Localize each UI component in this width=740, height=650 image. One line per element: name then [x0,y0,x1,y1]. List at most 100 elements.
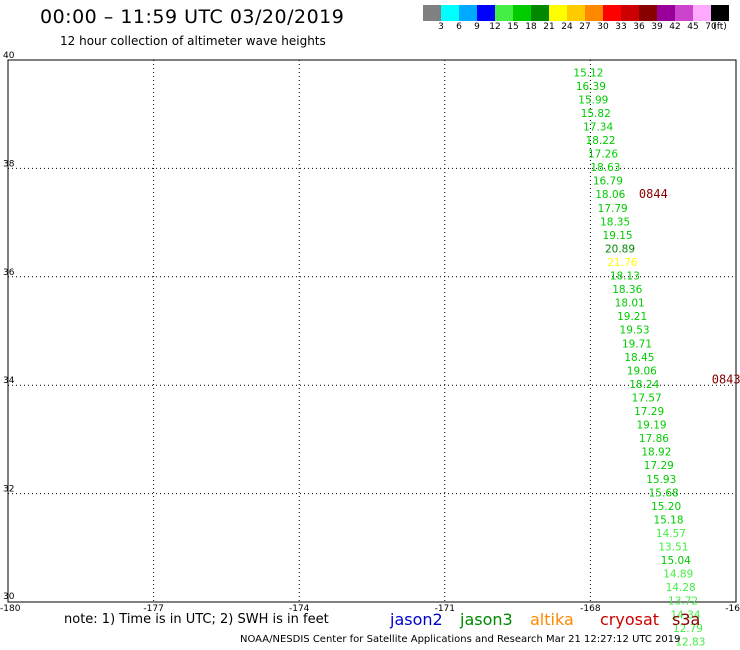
color-swatch [603,5,621,21]
wave-height-point: 15.12 [573,67,603,79]
wave-height-point: 12.79 [673,623,703,635]
wave-height-point: 15.20 [651,501,681,513]
chart-title: 00:00 – 11:59 UTC 03/20/2019 [40,6,345,28]
color-swatch [477,5,495,21]
wave-height-point: 15.99 [578,94,608,106]
y-tick-label: 30 [3,592,15,602]
wave-height-point: 18.24 [629,379,659,391]
wave-height-point: 18.13 [610,271,640,283]
wave-height-point: 19.15 [603,230,633,242]
wave-height-point: 17.86 [639,433,669,445]
wave-height-point: 19.06 [627,365,657,377]
color-scale-label: 12 [489,22,501,32]
x-tick-label: -16 [725,604,740,614]
color-scale-label: 42 [669,22,681,32]
color-swatch [495,5,513,21]
wave-height-point: 14.57 [656,528,686,540]
color-swatch [621,5,639,21]
wave-height-point: 17.57 [632,392,662,404]
y-tick-label: 40 [3,51,15,61]
color-scale-label: 18 [525,22,537,32]
color-scale-label: 70 [705,22,717,32]
color-swatch [459,5,477,21]
color-scale-label: 6 [456,22,462,32]
color-swatch [657,5,675,21]
color-scale-label: 33 [615,22,627,32]
satellite-legend-jason2: jason2 [390,610,443,629]
color-scale-label: 24 [561,22,573,32]
wave-height-point: 15.18 [653,514,683,526]
color-swatch [711,5,729,21]
color-scale-bar [423,5,729,21]
wave-height-point: 17.29 [644,460,674,472]
wave-height-point: 19.71 [622,338,652,350]
wave-height-point: 19.21 [617,311,647,323]
color-scale-label: (ft) [713,22,727,32]
satellite-legend-s3a: s3a [672,610,701,629]
wave-height-point: 13.51 [658,542,688,554]
wave-height-point: 14.34 [670,609,700,621]
color-scale-label: 27 [579,22,591,32]
wave-height-point: 18.92 [641,447,671,459]
wave-height-point: 15.68 [649,487,679,499]
y-tick-label: 32 [3,485,14,495]
credit-line: NOAA/NESDIS Center for Satellite Applica… [240,634,681,645]
color-swatch [531,5,549,21]
wave-height-point: 18.45 [624,352,654,364]
pass-time-label: 0844 [639,187,668,201]
x-tick-label: -177 [143,604,163,614]
wave-height-point: 15.93 [646,474,676,486]
y-tick-label: 36 [3,268,15,278]
satellite-legend-jason3: jason3 [460,610,513,629]
wave-height-point: 17.26 [588,149,618,161]
color-swatch [585,5,603,21]
x-tick-label: -171 [435,604,455,614]
wave-height-point: 15.82 [581,108,611,120]
color-scale-label: 36 [633,22,645,32]
x-tick-label: -168 [580,604,601,614]
footer-note: note: 1) Time is in UTC; 2) SWH is in fe… [64,612,329,627]
y-tick-label: 38 [3,159,15,169]
color-swatch [423,5,441,21]
wave-height-point: 19.53 [620,325,650,337]
chart-subtitle: 12 hour collection of altimeter wave hei… [60,34,326,48]
color-scale-label: 45 [687,22,699,32]
color-scale-label: 3 [438,22,444,32]
color-swatch [567,5,585,21]
pass-time-label: 0843 [712,373,740,387]
wave-height-point: 14.89 [663,569,693,581]
wave-height-point: 18.01 [615,298,645,310]
y-tick-label: 34 [3,376,15,386]
x-tick-label: -174 [289,604,310,614]
color-scale-label: 30 [597,22,609,32]
wave-height-point: 17.34 [583,121,613,133]
color-scale-label: 15 [507,22,519,32]
color-scale-label: 39 [651,22,663,32]
wave-height-point: 16.79 [593,176,623,188]
wave-height-point: 17.29 [634,406,664,418]
wave-height-point: 18.63 [590,162,620,174]
color-swatch [693,5,711,21]
satellite-legend-cryosat: cryosat [600,610,660,629]
color-scale-label: 21 [543,22,555,32]
wave-height-point: 12.83 [675,636,705,648]
wave-height-point: 13.72 [668,596,698,608]
color-swatch [675,5,693,21]
wave-height-point: 19.19 [637,420,667,432]
wave-height-point: 18.35 [600,216,630,228]
color-swatch [639,5,657,21]
color-swatch [549,5,567,21]
wave-height-point: 20.89 [605,243,635,255]
wave-height-point: 15.04 [661,555,691,567]
wave-height-point: 18.36 [612,284,642,296]
wave-height-point: 17.79 [598,203,628,215]
wave-height-point: 16.39 [576,81,606,93]
color-swatch [441,5,459,21]
wave-height-point: 21.76 [607,257,637,269]
plot-frame [7,59,737,603]
color-scale-label: 9 [474,22,480,32]
x-tick-label: -180 [0,604,21,614]
wave-height-point: 14.28 [666,582,696,594]
color-swatch [513,5,531,21]
